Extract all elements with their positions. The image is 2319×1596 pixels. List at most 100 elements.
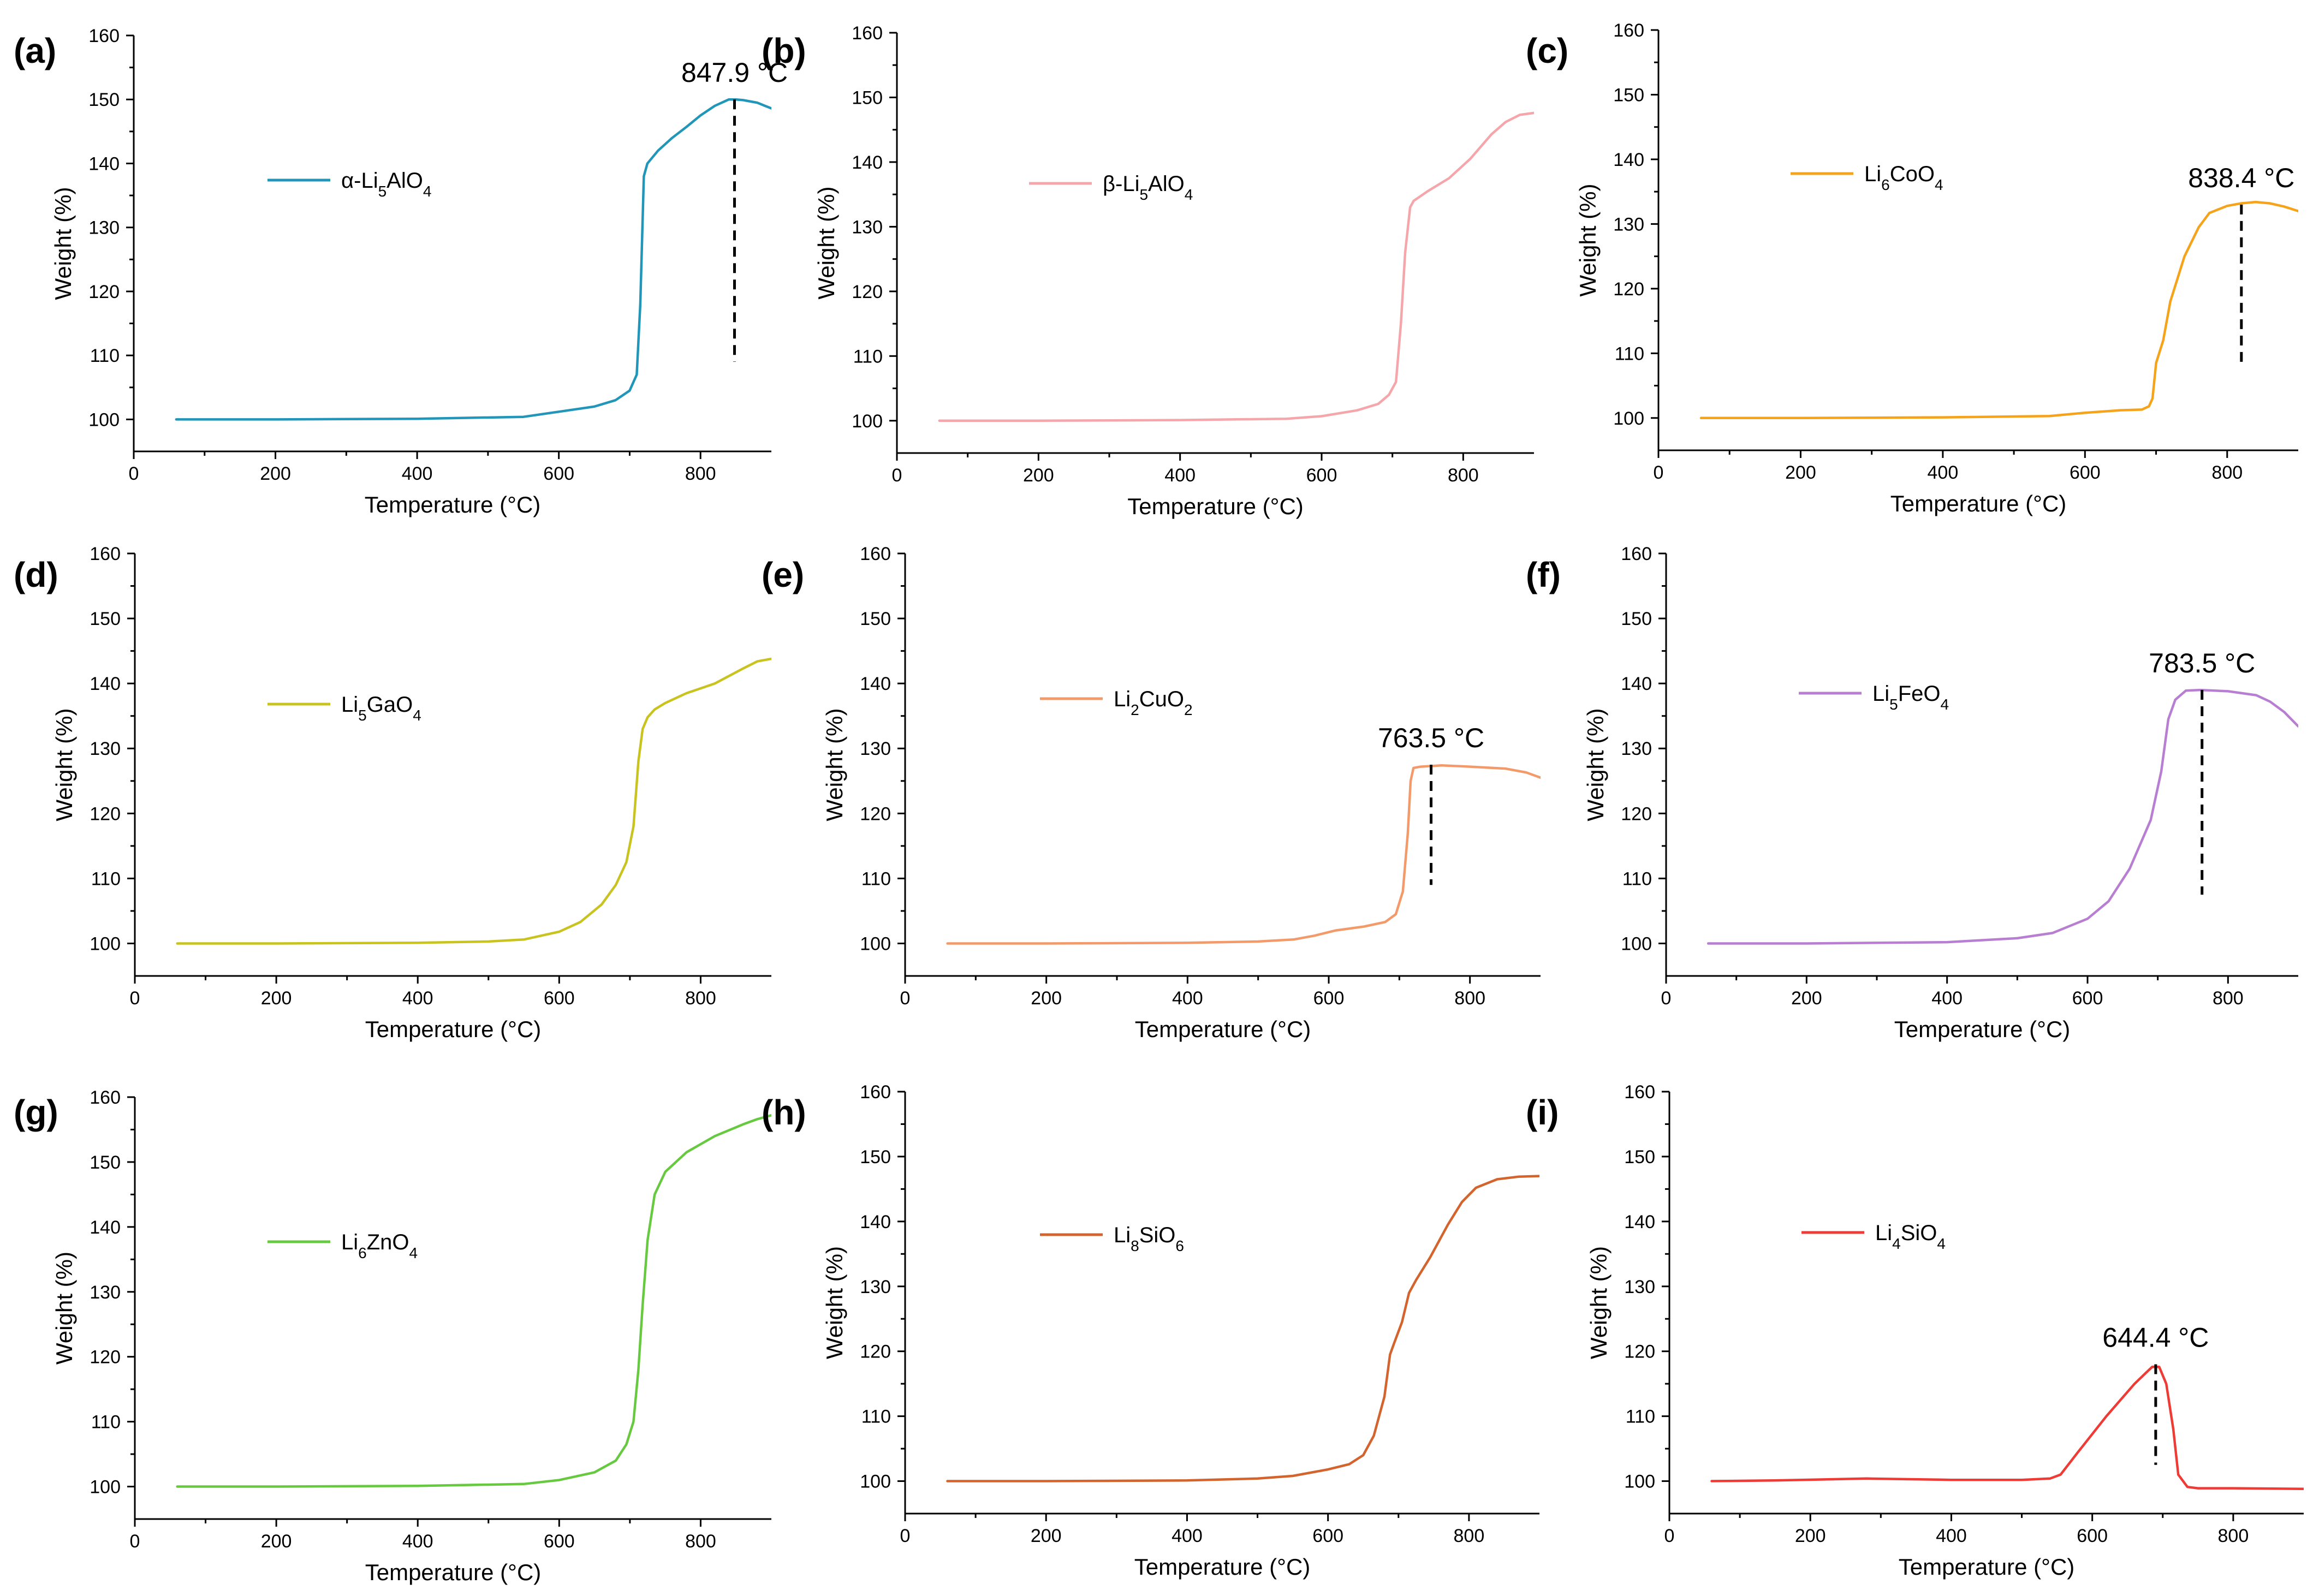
chart-panel-5: (e) 0 200 400 600 800 100 110 120 130 140 150 160 Tem… — [762, 544, 1541, 1042]
panel-label: (c) — [1526, 31, 1568, 70]
x-tick-label: 400 — [1172, 988, 1203, 1009]
y-tick-label: 160 — [852, 23, 883, 44]
legend-label: Li8SiO6 — [1114, 1223, 1184, 1254]
legend-label: Li5FeO4 — [1872, 682, 1949, 713]
x-tick-label: 800 — [685, 1531, 716, 1552]
x-axis-title: Temperature (°C) — [365, 1016, 542, 1042]
y-tick-label: 100 — [90, 933, 121, 954]
y-tick-label: 130 — [852, 217, 883, 237]
y-tick-label: 160 — [90, 544, 121, 564]
x-tick-label: 600 — [1313, 988, 1345, 1009]
y-tick-label: 120 — [1621, 803, 1652, 824]
panel-label: (a) — [14, 31, 56, 70]
x-tick-label: 600 — [543, 463, 574, 484]
series-line — [946, 764, 1541, 945]
peak-temperature-label: 644.4 °C — [2102, 1322, 2209, 1353]
y-tick-label: 110 — [91, 868, 121, 889]
x-tick-label: 200 — [1795, 1526, 1826, 1546]
y-tick-label: 110 — [1615, 343, 1644, 364]
y-tick-label: 140 — [90, 674, 121, 694]
y-tick-label: 100 — [860, 933, 891, 954]
y-tick-label: 120 — [88, 282, 120, 302]
x-tick-label: 800 — [1454, 1526, 1485, 1546]
x-tick-label: 600 — [1312, 1526, 1343, 1546]
y-tick-label: 110 — [861, 1407, 891, 1427]
x-tick-label: 400 — [1164, 465, 1196, 486]
x-tick-label: 800 — [1454, 988, 1485, 1009]
legend-label: α-Li5AlO4 — [341, 169, 431, 200]
y-tick-label: 160 — [860, 544, 891, 564]
y-tick-label: 110 — [91, 1412, 121, 1433]
series-line — [1699, 200, 2298, 420]
x-axis-title: Temperature (°C) — [1890, 491, 2067, 516]
x-axis-title: Temperature (°C) — [365, 1559, 542, 1585]
y-axis-title: Weight (%) — [822, 708, 847, 821]
y-tick-label: 130 — [90, 1282, 121, 1303]
y-tick-label: 100 — [88, 409, 120, 430]
series-line — [176, 1114, 771, 1488]
y-tick-label: 100 — [1624, 1472, 1655, 1492]
y-axis-title: Weight (%) — [813, 187, 839, 300]
y-tick-label: 150 — [88, 90, 120, 110]
y-tick-label: 130 — [1621, 739, 1652, 759]
x-tick-label: 400 — [402, 988, 433, 1009]
y-axis-title: Weight (%) — [1586, 1246, 1612, 1359]
y-tick-label: 130 — [860, 739, 891, 759]
y-tick-label: 140 — [852, 152, 883, 173]
y-tick-label: 130 — [1613, 214, 1644, 235]
x-tick-label: 600 — [544, 1531, 575, 1552]
legend-label: β-Li5AlO4 — [1103, 172, 1193, 203]
y-axis-title: Weight (%) — [822, 1246, 847, 1359]
peak-temperature-label: 838.4 °C — [2188, 163, 2294, 193]
x-tick-label: 0 — [1661, 988, 1672, 1009]
axes-frame — [1657, 30, 2298, 451]
x-tick-label: 800 — [1448, 465, 1479, 486]
axes-frame — [1665, 553, 2298, 977]
y-tick-label: 160 — [90, 1087, 121, 1108]
panel-label: (b) — [762, 31, 806, 70]
x-tick-label: 200 — [261, 1531, 292, 1552]
y-tick-label: 160 — [88, 26, 120, 46]
x-tick-label: 200 — [260, 463, 291, 484]
chart-panel-1: (a) 0 200 400 600 800 100 110 120 130 140 150 160 Tem… — [14, 26, 788, 517]
x-tick-label: 200 — [261, 988, 292, 1009]
x-tick-label: 400 — [1936, 1526, 1967, 1546]
axes-frame — [904, 1092, 1539, 1515]
y-tick-label: 110 — [1622, 868, 1652, 889]
x-tick-label: 800 — [685, 988, 716, 1009]
axes-frame — [896, 33, 1534, 454]
y-tick-label: 140 — [1624, 1212, 1655, 1232]
panel-label: (e) — [762, 555, 804, 594]
y-tick-label: 130 — [1624, 1277, 1655, 1297]
axes-frame — [1668, 1092, 2304, 1515]
x-axis-title: Temperature (°C) — [1127, 493, 1304, 519]
y-axis-title: Weight (%) — [50, 187, 76, 300]
x-tick-label: 0 — [900, 988, 911, 1009]
axes-frame — [134, 553, 771, 977]
x-tick-label: 200 — [1031, 1526, 1062, 1546]
x-tick-label: 0 — [892, 465, 902, 486]
x-tick-label: 200 — [1031, 988, 1062, 1009]
panel-label: (h) — [762, 1093, 806, 1132]
series-line — [946, 1175, 1539, 1482]
y-tick-label: 100 — [1613, 408, 1644, 429]
y-tick-label: 160 — [1624, 1082, 1655, 1103]
y-tick-label: 110 — [1626, 1407, 1655, 1427]
y-tick-label: 110 — [90, 346, 120, 366]
x-tick-label: 600 — [1306, 465, 1337, 486]
y-tick-label: 140 — [860, 674, 891, 694]
x-axis-title: Temperature (°C) — [1894, 1016, 2071, 1042]
x-tick-label: 0 — [130, 1531, 140, 1552]
y-tick-label: 140 — [88, 153, 120, 174]
y-tick-label: 150 — [1624, 1147, 1655, 1168]
y-tick-label: 160 — [1613, 20, 1644, 41]
x-tick-label: 200 — [1791, 988, 1822, 1009]
panel-label: (i) — [1526, 1093, 1559, 1132]
legend-label: Li2CuO2 — [1114, 687, 1193, 718]
panel-label: (g) — [14, 1093, 58, 1132]
y-tick-label: 150 — [90, 1152, 121, 1173]
y-tick-label: 150 — [852, 87, 883, 108]
chart-panel-4: (d) 0 200 400 600 800 100 110 120 130 140 150 160 Tem… — [14, 544, 771, 1042]
y-tick-label: 100 — [1621, 933, 1652, 954]
